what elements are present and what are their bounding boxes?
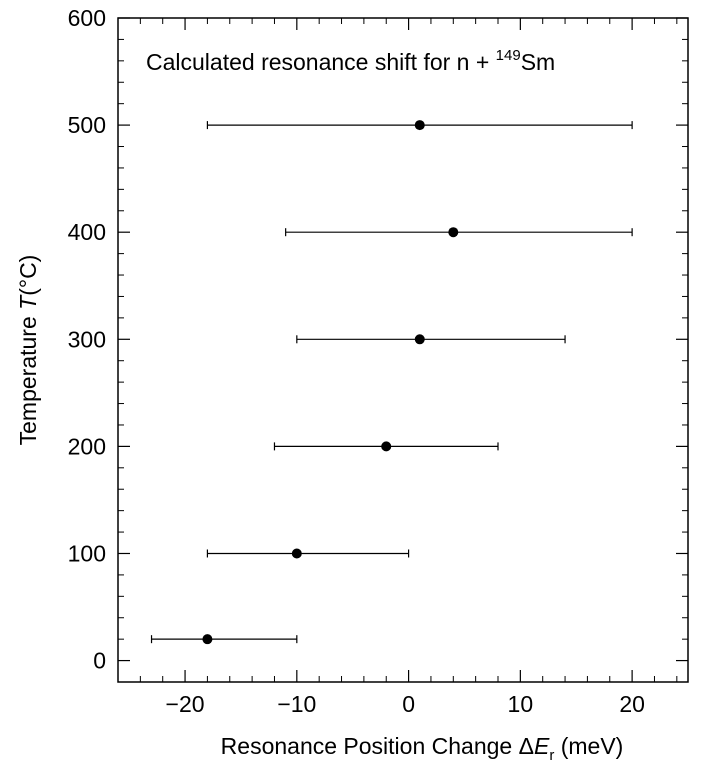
- data-point: [414, 334, 425, 345]
- plot-frame: [117, 17, 689, 683]
- x-tick-label: −20: [166, 691, 205, 717]
- y-axis-title-prefix: Temperature: [15, 310, 41, 446]
- chart-title: Calculated resonance shift for n + 149Sm: [146, 47, 555, 75]
- axis-ticks: [117, 17, 688, 682]
- y-tick-label: 400: [68, 219, 106, 245]
- y-tick-label: 500: [68, 112, 106, 138]
- y-axis-title: Temperature T(°C): [15, 255, 41, 446]
- y-tick-label: 600: [68, 5, 106, 31]
- data-point: [291, 548, 302, 559]
- y-axis-title-var: T: [15, 294, 41, 310]
- x-axis-title-var: E: [534, 733, 550, 759]
- x-axis-title-subscript: r: [549, 747, 554, 764]
- x-tick-label: 20: [619, 691, 645, 717]
- data-marks: [150, 120, 633, 645]
- x-axis-title-suffix: (meV): [554, 733, 623, 759]
- y-axis-title-suffix: (°C): [15, 255, 41, 296]
- chart-title-prefix: Calculated resonance shift for n +: [146, 49, 496, 75]
- x-tick-label: 0: [402, 691, 415, 717]
- data-point: [381, 441, 392, 452]
- y-tick-label: 100: [68, 540, 106, 566]
- data-point: [202, 634, 213, 645]
- y-tick-label: 200: [68, 433, 106, 459]
- x-axis-title: Resonance Position Change ΔEr (meV): [221, 733, 624, 764]
- x-axis-title-prefix: Resonance Position Change Δ: [221, 733, 534, 759]
- x-tick-label: −10: [277, 691, 316, 717]
- chart-title-suffix: Sm: [521, 49, 556, 75]
- x-tick-label: 10: [508, 691, 534, 717]
- chart-title-superscript: 149: [496, 47, 521, 64]
- y-tick-label: 0: [93, 648, 106, 674]
- data-point: [414, 120, 425, 131]
- y-tick-label: 300: [68, 326, 106, 352]
- data-point: [448, 227, 459, 238]
